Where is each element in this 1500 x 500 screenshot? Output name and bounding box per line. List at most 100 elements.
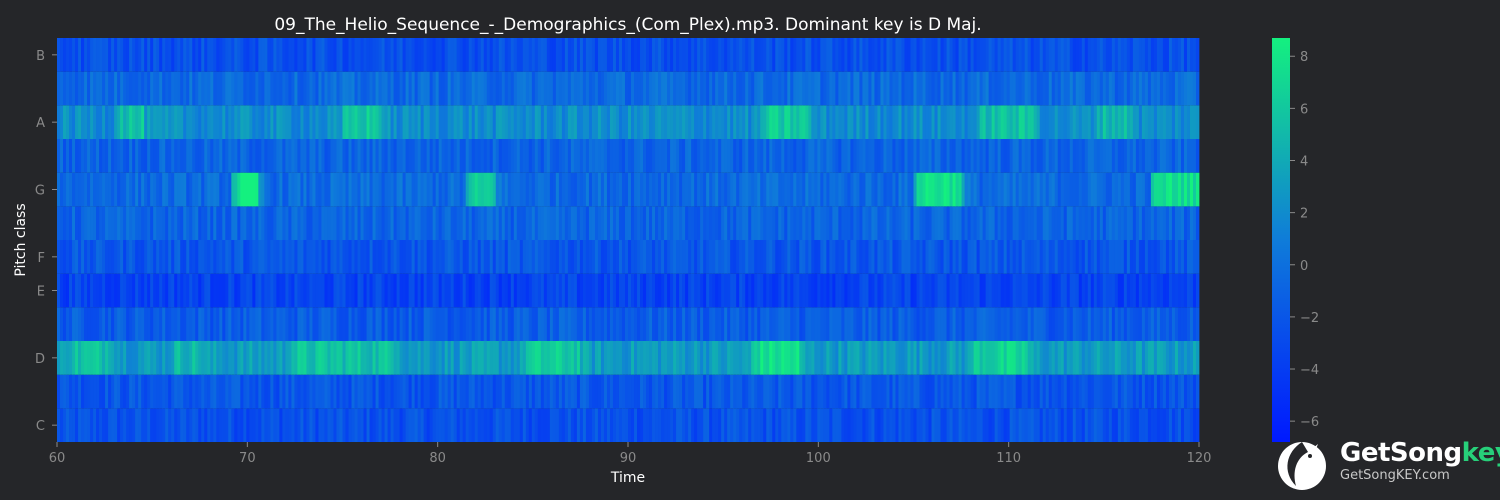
heatmap-cell bbox=[153, 341, 157, 375]
heatmap-cell bbox=[727, 240, 731, 274]
heatmap-cell bbox=[931, 172, 935, 207]
heatmap-cell bbox=[706, 206, 710, 240]
heatmap-cell bbox=[237, 38, 241, 72]
heatmap-cell bbox=[1165, 307, 1170, 341]
heatmap-cell bbox=[943, 374, 947, 409]
heatmap-cell bbox=[649, 341, 653, 375]
heatmap-cell bbox=[447, 240, 452, 274]
heatmap-cell bbox=[165, 105, 169, 139]
heatmap-cell bbox=[955, 139, 959, 173]
heatmap-cell bbox=[492, 408, 497, 442]
heatmap-cell bbox=[261, 105, 265, 139]
heatmap-cell bbox=[1192, 240, 1197, 274]
heatmap-cell bbox=[769, 341, 773, 375]
heatmap-cell bbox=[691, 240, 695, 274]
heatmap-cell bbox=[624, 307, 629, 341]
heatmap-cell bbox=[429, 273, 434, 308]
heatmap-cell bbox=[1168, 71, 1173, 106]
heatmap-cell bbox=[354, 38, 358, 72]
heatmap-cell bbox=[1057, 408, 1062, 442]
heatmap-cell bbox=[802, 374, 806, 409]
heatmap-cell bbox=[483, 273, 488, 308]
heatmap-cell bbox=[1078, 206, 1083, 240]
heatmap-cell bbox=[1003, 374, 1008, 409]
heatmap-cell bbox=[582, 38, 587, 72]
heatmap-cell bbox=[594, 71, 599, 106]
heatmap-cell bbox=[174, 206, 178, 240]
heatmap-cell bbox=[961, 206, 965, 240]
heatmap-cell bbox=[799, 307, 803, 341]
heatmap-cell bbox=[1144, 71, 1149, 106]
heatmap-cell bbox=[552, 206, 557, 240]
heatmap-cell bbox=[880, 139, 884, 173]
heatmap-cell bbox=[441, 172, 446, 207]
heatmap-cell bbox=[1093, 374, 1098, 409]
heatmap-cells bbox=[57, 38, 1200, 442]
heatmap-cell bbox=[1012, 38, 1017, 72]
heatmap-cell bbox=[99, 374, 103, 409]
heatmap-cell bbox=[667, 307, 671, 341]
heatmap-cell bbox=[844, 273, 848, 308]
heatmap-cell bbox=[63, 38, 67, 72]
heatmap-cell bbox=[760, 374, 764, 409]
heatmap-cell bbox=[1048, 240, 1053, 274]
heatmap-cell bbox=[579, 341, 584, 375]
heatmap-cell bbox=[715, 374, 719, 409]
heatmap-cell bbox=[282, 240, 286, 274]
heatmap-cell bbox=[646, 172, 650, 207]
heatmap-cell bbox=[763, 374, 767, 409]
heatmap-cell bbox=[306, 139, 310, 173]
heatmap-cell bbox=[967, 71, 971, 106]
colorbar-tick-label: 6 bbox=[1300, 102, 1308, 117]
heatmap-cell bbox=[658, 172, 662, 207]
heatmap-cell bbox=[1072, 273, 1077, 308]
heatmap-cell bbox=[1087, 240, 1092, 274]
heatmap-cell bbox=[862, 105, 866, 139]
heatmap-cell bbox=[1150, 374, 1155, 409]
heatmap-cell bbox=[588, 273, 593, 308]
heatmap-cell bbox=[141, 408, 145, 442]
heatmap-cell bbox=[276, 408, 280, 442]
heatmap-cell bbox=[1147, 240, 1152, 274]
heatmap-cell bbox=[628, 374, 632, 409]
heatmap-cell bbox=[784, 408, 788, 442]
heatmap-cell bbox=[474, 71, 479, 106]
heatmap-cell bbox=[760, 341, 764, 375]
heatmap-cell bbox=[859, 408, 863, 442]
x-tick-label: 120 bbox=[1187, 451, 1212, 466]
heatmap-cell bbox=[198, 273, 202, 308]
heatmap-cell bbox=[513, 172, 518, 207]
heatmap-cell bbox=[1042, 105, 1047, 139]
heatmap-cell bbox=[1069, 341, 1074, 375]
heatmap-cell bbox=[895, 139, 899, 173]
heatmap-cell bbox=[1063, 240, 1068, 274]
heatmap-cell bbox=[925, 307, 929, 341]
heatmap-cell bbox=[1066, 341, 1071, 375]
heatmap-cell bbox=[483, 341, 488, 375]
heatmap-cell bbox=[1195, 71, 1200, 106]
heatmap-cell bbox=[441, 240, 446, 274]
heatmap-cell bbox=[1042, 206, 1047, 240]
heatmap-cell bbox=[1078, 38, 1083, 72]
heatmap-cell bbox=[1192, 172, 1197, 207]
heatmap-cell bbox=[426, 240, 431, 274]
heatmap-cell bbox=[946, 71, 950, 106]
heatmap-cell bbox=[234, 38, 238, 72]
heatmap-cell bbox=[231, 71, 235, 106]
heatmap-cell bbox=[1126, 240, 1131, 274]
heatmap-cell bbox=[423, 38, 428, 72]
heatmap-cell bbox=[579, 307, 584, 341]
heatmap-cell bbox=[898, 139, 902, 173]
heatmap-cell bbox=[180, 273, 184, 308]
heatmap-cell bbox=[297, 71, 301, 106]
heatmap-cell bbox=[973, 172, 978, 207]
heatmap-cell bbox=[1132, 71, 1137, 106]
heatmap-cell bbox=[582, 206, 587, 240]
heatmap-cell bbox=[240, 139, 244, 173]
heatmap-cell bbox=[703, 172, 707, 207]
heatmap-cell bbox=[330, 139, 334, 173]
heatmap-cell bbox=[769, 172, 773, 207]
heatmap-cell bbox=[1051, 206, 1056, 240]
heatmap-cell bbox=[384, 341, 388, 375]
heatmap-cell bbox=[411, 374, 416, 409]
